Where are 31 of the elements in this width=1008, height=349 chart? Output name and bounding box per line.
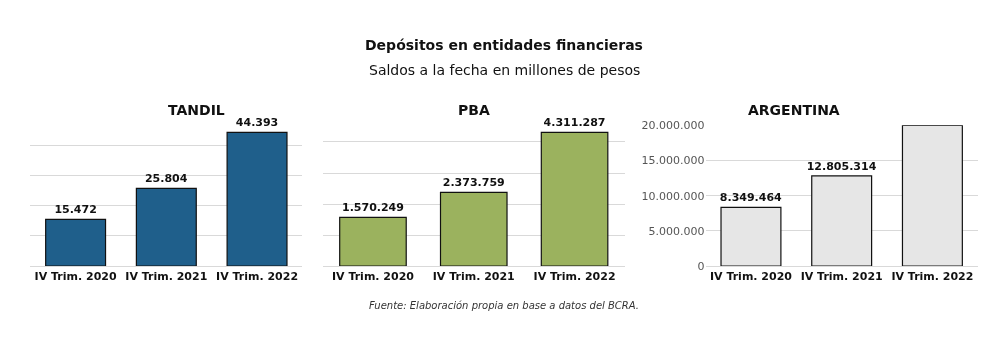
x-tick-label: IV Trim. 2021 [125, 270, 208, 284]
data-label: 44.393 [235, 116, 279, 130]
bar [720, 206, 782, 267]
text: Depósitos en entidades financieras [365, 37, 643, 53]
y-tick-label: 20.000.000 [641, 119, 705, 133]
y-tick-label: 0 [697, 259, 705, 273]
x-tick-label: IV Trim. 2020 [331, 270, 415, 284]
y-tick-label: 5.000.000 [648, 224, 705, 238]
y-tick-label: 10.000.000 [641, 189, 705, 203]
chart-title: TANDIL [168, 102, 225, 118]
x-tick-label: IV Trim. 2020 [709, 270, 793, 284]
source-note: Fuente: Elaboración propia en base a datos del BCRA. [369, 300, 639, 311]
data-label: 25.804 [144, 172, 188, 186]
x-tick-label: IV Trim. 2021 [432, 270, 515, 284]
x-tick-label: IV Trim. 2022 [533, 270, 616, 284]
data-label: 4.311.287 [543, 116, 606, 130]
bar [811, 175, 873, 267]
text: Saldos a la fecha en millones de pesos [369, 62, 641, 78]
y-tick-label: 15.000.000 [641, 154, 705, 168]
x-tick-label: IV Trim. 2022 [216, 270, 299, 284]
data-label: 15.472 [54, 203, 97, 217]
data-label: 1.570.249 [341, 201, 404, 215]
x-tick-label: IV Trim. 2020 [34, 270, 117, 284]
x-tick-label: IV Trim. 2021 [800, 270, 883, 284]
data-label: 2.373.759 [442, 176, 505, 190]
chart-title: ARGENTINA [748, 102, 840, 118]
x-tick-label: IV Trim. 2022 [891, 270, 974, 284]
data-label: 12.805.314 [806, 159, 877, 173]
data-label: 8.349.464 [719, 191, 783, 205]
chart-title: PBA [458, 102, 490, 118]
bar [901, 125, 963, 267]
